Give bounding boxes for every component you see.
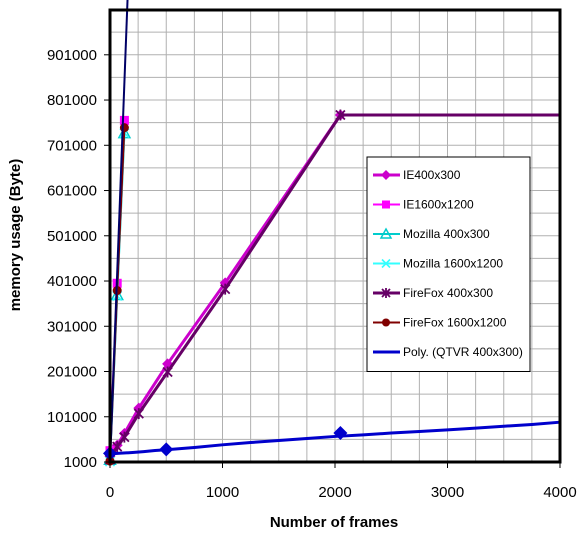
data-point bbox=[333, 426, 348, 441]
series-poly-qtvr-400x300- bbox=[109, 420, 561, 456]
legend-marker bbox=[382, 200, 390, 209]
legend-box bbox=[366, 156, 531, 372]
data-point bbox=[119, 115, 129, 125]
legend-label: IE400x300 bbox=[403, 168, 461, 182]
y-tick-label: 1000 bbox=[64, 454, 97, 471]
y-axis-title: memory usage (Byte) bbox=[7, 159, 24, 312]
x-tick-label: 0 bbox=[106, 484, 114, 501]
y-tick-label: 801000 bbox=[47, 92, 97, 109]
series-layer bbox=[103, 0, 561, 467]
legend-item: Mozilla 400x300 bbox=[373, 227, 490, 241]
data-point bbox=[159, 442, 174, 457]
series-line bbox=[109, 420, 561, 456]
y-tick-label: 401000 bbox=[47, 273, 97, 290]
legend-label: Poly. (QTVR 400x300) bbox=[403, 345, 523, 359]
y-tick-label: 601000 bbox=[47, 183, 97, 200]
y-tick-label: 301000 bbox=[47, 318, 97, 335]
y-tick-label: 101000 bbox=[47, 409, 97, 426]
y-tick-label: 901000 bbox=[47, 47, 97, 64]
x-axis-title: Number of frames bbox=[270, 514, 398, 531]
legend-label: FireFox 1600x1200 bbox=[403, 316, 507, 330]
legend-item: FireFox 400x300 bbox=[373, 286, 493, 300]
axes: 0 1000 2000 3000 4000 1000 101000 201000 301000 4… bbox=[47, 47, 577, 501]
data-point bbox=[112, 441, 123, 453]
legend-label: Mozilla 1600x1200 bbox=[403, 257, 503, 271]
legend-marker bbox=[381, 288, 391, 298]
legend-item: IE400x300 bbox=[373, 168, 461, 182]
legend-marker bbox=[379, 227, 393, 239]
legend-marker bbox=[382, 318, 390, 327]
data-point bbox=[119, 431, 130, 443]
legend-marker bbox=[381, 170, 391, 180]
x-tick-label: 3000 bbox=[431, 484, 464, 501]
data-point bbox=[162, 366, 173, 378]
legend-item: Mozilla 1600x1200 bbox=[373, 257, 503, 271]
legend-item: Poly. (QTVR 400x300) bbox=[373, 345, 523, 359]
data-point bbox=[335, 109, 346, 121]
x-tick-label: 2000 bbox=[318, 484, 351, 501]
data-point bbox=[119, 123, 129, 133]
y-tick-label: 701000 bbox=[47, 137, 97, 154]
legend-label: IE1600x1200 bbox=[403, 198, 474, 212]
data-point bbox=[133, 408, 144, 420]
data-point bbox=[220, 283, 231, 295]
legend: IE400x300 IE1600x1200 Mozilla 400x300 Mozil… bbox=[366, 156, 531, 372]
legend-marker bbox=[381, 258, 391, 269]
legend-item: IE1600x1200 bbox=[373, 198, 474, 212]
y-tick-label: 201000 bbox=[47, 364, 97, 381]
x-tick-label: 1000 bbox=[206, 484, 239, 501]
x-tick-label: 4000 bbox=[543, 484, 576, 501]
y-tick-label: 501000 bbox=[47, 228, 97, 245]
legend-item: FireFox 1600x1200 bbox=[373, 316, 507, 330]
legend-label: FireFox 400x300 bbox=[403, 286, 493, 300]
steep-trend-line bbox=[110, 0, 129, 462]
legend-label: Mozilla 400x300 bbox=[403, 227, 490, 241]
